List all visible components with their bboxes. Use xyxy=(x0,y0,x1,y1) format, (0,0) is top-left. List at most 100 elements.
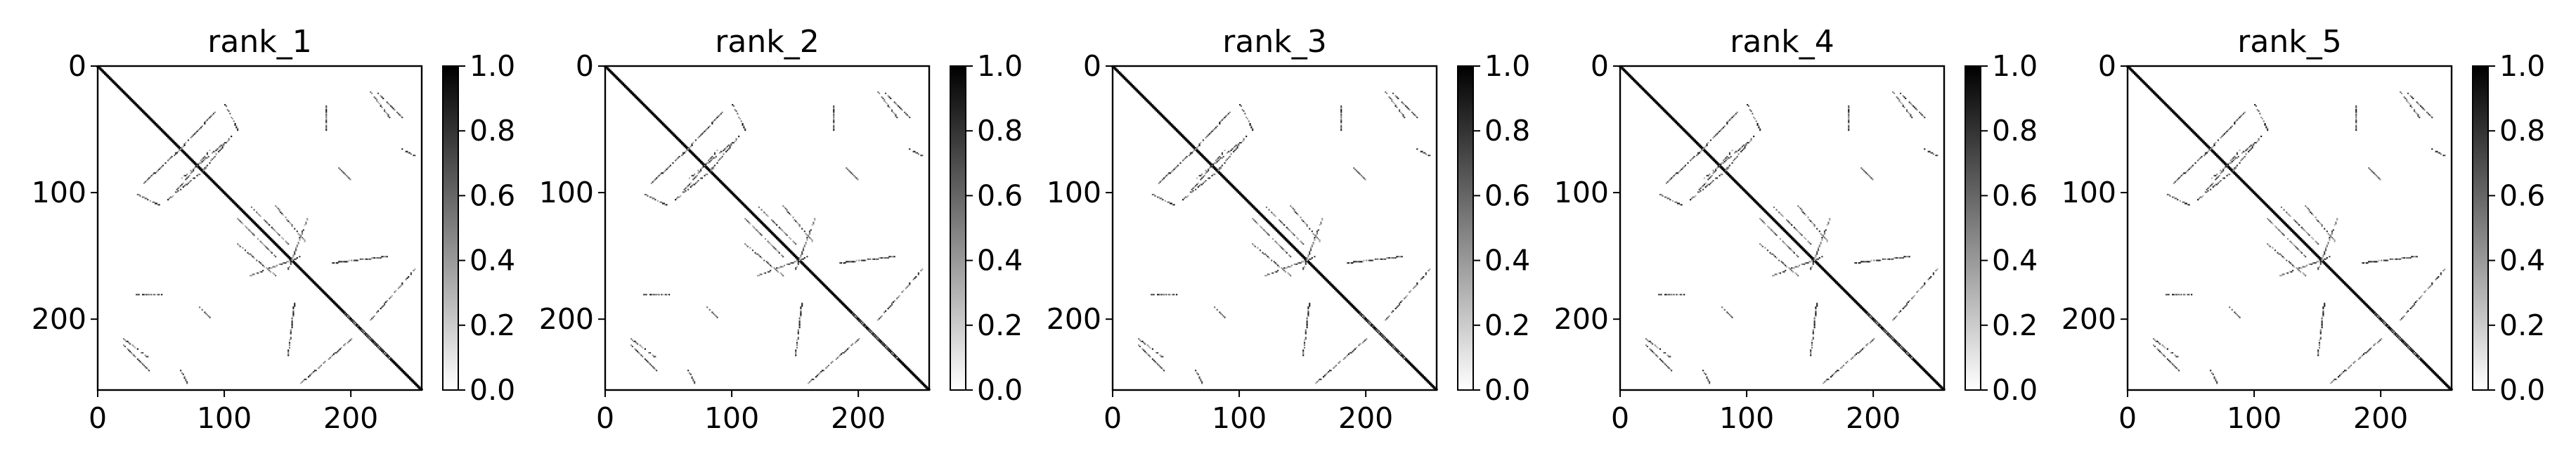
contact-cell xyxy=(2355,122,2357,124)
contact-cell xyxy=(1773,275,1775,277)
contact-cell xyxy=(1210,131,1212,134)
contact-cell xyxy=(1714,171,1716,173)
contact-cell xyxy=(721,111,723,113)
contact-cell xyxy=(1160,180,1163,182)
contact-cell xyxy=(2255,142,2258,144)
contact-cell xyxy=(296,244,298,247)
contact-cell xyxy=(1745,144,1747,146)
contact-cell xyxy=(2327,243,2329,245)
contact-cell xyxy=(361,258,363,260)
contact-cell xyxy=(275,256,277,258)
diagonal-cell xyxy=(239,209,244,211)
contact-cell xyxy=(1392,310,1394,312)
diagonal-cell xyxy=(784,247,789,249)
contact-cell xyxy=(1189,155,1191,157)
contact-cell xyxy=(1410,290,1412,292)
contact-cell xyxy=(1340,109,1342,111)
contact-cell xyxy=(1773,206,1775,209)
contact-cell xyxy=(1842,365,1844,368)
contact-cell xyxy=(276,206,278,209)
contact-cell xyxy=(182,186,184,188)
diagonal-cell xyxy=(1113,68,1118,70)
contact-cell xyxy=(1296,263,1298,266)
contact-cell xyxy=(142,351,144,354)
contact-cell xyxy=(2408,257,2410,259)
diagonal-cell xyxy=(1217,172,1222,174)
contact-cell xyxy=(1398,256,1401,258)
contact-cell xyxy=(185,378,187,380)
contact-cell xyxy=(650,182,652,184)
contact-cell xyxy=(149,176,151,178)
diagonal-cell xyxy=(1725,172,1729,174)
colorbar: 0.00.20.40.60.81.0 xyxy=(1965,49,2038,407)
contact-cell xyxy=(177,150,179,152)
contact-cell xyxy=(2286,259,2288,261)
contact-cell xyxy=(2398,258,2400,260)
contact-cell xyxy=(1681,168,1683,171)
contact-cell xyxy=(288,346,291,349)
contact-cell xyxy=(237,129,239,131)
diagonal-cell xyxy=(829,291,834,293)
contact-cell xyxy=(1848,112,1850,115)
contact-cell xyxy=(909,282,911,285)
diagonal-cell xyxy=(1626,73,1631,75)
contact-cell xyxy=(2331,231,2334,234)
contact-cell xyxy=(1273,214,1275,216)
diagonal-cell xyxy=(1125,79,1130,82)
diagonal-cell xyxy=(1344,299,1348,301)
contact-cell xyxy=(1910,356,1912,358)
diagonal-cell xyxy=(237,206,241,208)
diagonal-cell xyxy=(618,79,622,82)
diagonal-cell xyxy=(228,197,232,200)
contact-cell xyxy=(860,321,862,323)
contact-cell xyxy=(2177,294,2179,296)
contact-cell xyxy=(645,193,647,196)
contact-cell xyxy=(1678,171,1680,173)
contact-cell xyxy=(656,177,658,179)
contact-cell xyxy=(1263,229,1265,231)
contact-cell xyxy=(2355,124,2357,126)
contact-cell xyxy=(749,223,751,225)
contact-cell xyxy=(744,129,746,131)
diagonal-cell xyxy=(2206,145,2211,148)
diagonal-cell xyxy=(1706,153,1710,155)
contact-cell xyxy=(713,157,715,159)
contact-cell xyxy=(1922,115,1924,117)
contact-cell xyxy=(1151,193,1153,196)
contact-cell xyxy=(905,112,907,115)
contact-cell xyxy=(903,111,906,113)
contact-cell xyxy=(238,244,240,247)
contact-cell xyxy=(1907,353,1909,355)
contact-cell xyxy=(1402,103,1404,105)
contact-cell xyxy=(1268,234,1270,236)
contact-cell xyxy=(2242,150,2245,152)
contact-cell xyxy=(150,174,153,177)
diagonal-cell xyxy=(697,160,701,162)
contact-cell xyxy=(801,252,803,254)
diagonal-cell xyxy=(1804,252,1809,254)
contact-cell xyxy=(1396,256,1398,258)
contact-cell xyxy=(345,261,348,263)
contact-cell xyxy=(2318,344,2321,346)
contact-cell xyxy=(1283,269,1286,272)
diagonal-cell xyxy=(719,181,723,183)
contact-cell xyxy=(309,375,311,377)
diagonal-cell xyxy=(1220,174,1224,176)
diagonal-cell xyxy=(1629,76,1633,78)
contact-cell xyxy=(1401,101,1403,103)
contact-cell xyxy=(325,120,328,122)
contact-cell xyxy=(1726,155,1728,158)
contact-cell xyxy=(797,261,799,263)
contact-cell xyxy=(1420,150,1422,152)
contact-cell xyxy=(1848,105,1850,107)
diagonal-cell xyxy=(296,266,301,268)
contact-cell xyxy=(744,218,746,220)
contact-cell xyxy=(1848,119,1850,121)
diagonal-cell xyxy=(846,307,850,309)
contact-cell xyxy=(2175,180,2177,182)
contact-cell xyxy=(1404,117,1406,119)
diagonal-cell xyxy=(1764,212,1768,213)
contact-cell xyxy=(2378,340,2380,342)
contact-cell xyxy=(2300,226,2303,228)
contact-cell xyxy=(1905,302,1908,304)
